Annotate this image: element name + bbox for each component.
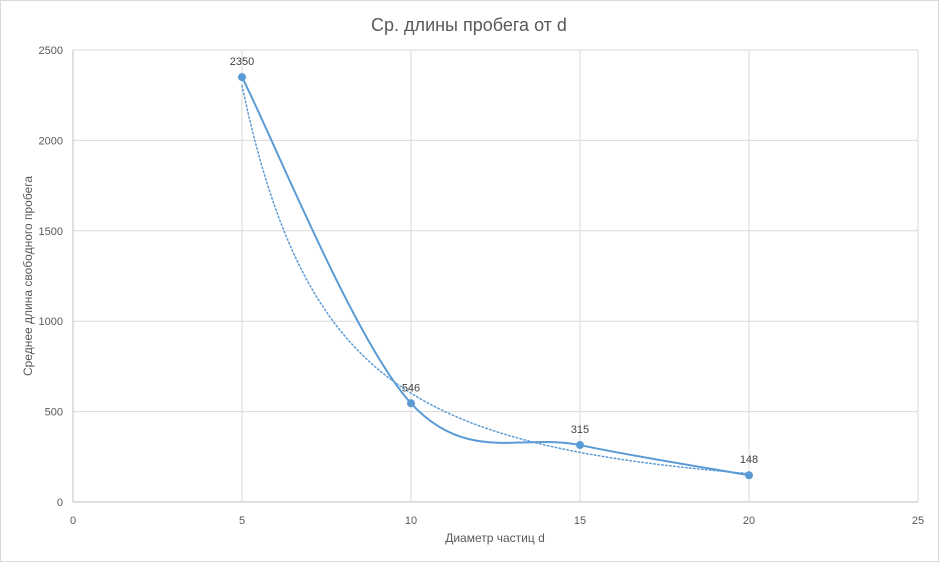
y-tick-label: 1500 — [39, 226, 63, 238]
data-labels: 2350 546 315 148 — [230, 56, 758, 466]
x-tick-label: 15 — [574, 515, 586, 527]
series-line — [241, 76, 750, 477]
tick-labels: 0 5 10 15 20 25 0 500 1000 1500 2000 2500 — [39, 45, 925, 527]
data-label: 2350 — [230, 56, 254, 68]
data-label: 315 — [571, 424, 589, 436]
data-label: 148 — [740, 454, 758, 466]
x-tick-label: 25 — [912, 515, 924, 527]
x-tick-label: 10 — [405, 515, 417, 527]
trendline — [241, 84, 750, 475]
y-tick-label: 1000 — [39, 316, 63, 328]
data-label: 546 — [402, 382, 420, 394]
y-axis-title: Среднее длина свободного пробега — [21, 176, 35, 376]
gridlines — [73, 49, 919, 502]
y-tick-label: 2000 — [39, 135, 63, 147]
y-tick-label: 500 — [45, 407, 63, 419]
y-tick-label: 2500 — [39, 45, 63, 57]
data-point — [407, 399, 415, 408]
y-tick-label: 0 — [57, 497, 63, 509]
x-tick-label: 0 — [70, 515, 76, 527]
chart-title: Ср. длины пробега от d — [371, 15, 567, 35]
data-point — [576, 441, 584, 450]
data-point — [745, 471, 753, 480]
series-layer — [238, 73, 753, 480]
x-tick-label: 20 — [743, 515, 755, 527]
data-point — [238, 73, 246, 82]
x-axis-title: Диаметр частиц d — [445, 531, 545, 545]
x-tick-label: 5 — [239, 515, 245, 527]
axes — [72, 50, 918, 503]
